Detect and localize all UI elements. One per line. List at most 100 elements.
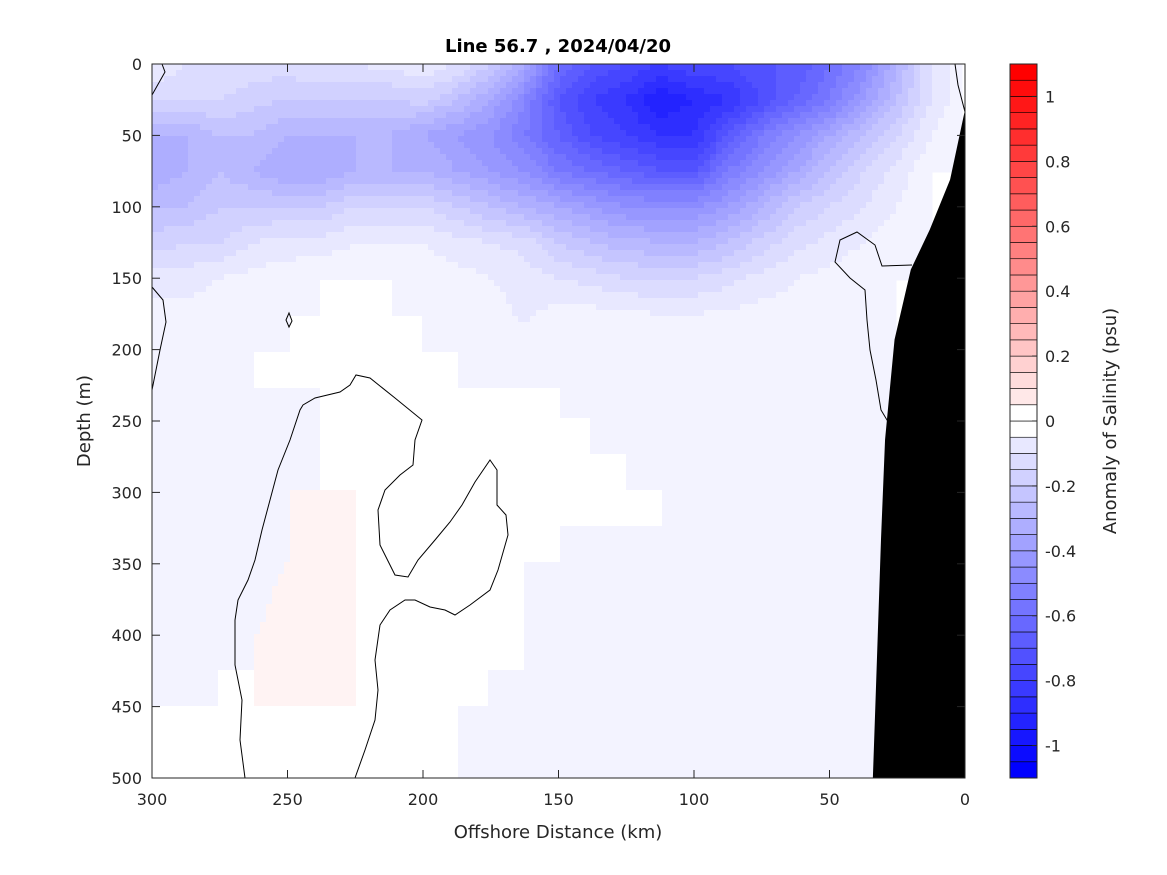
colorbar-label: Anomaly of Salinity (psu) (1100, 308, 1121, 534)
contour-cell (524, 628, 897, 635)
contour-cell (470, 184, 501, 191)
contour-cell (392, 148, 441, 155)
contour-cell (194, 262, 267, 269)
contour-cell (218, 688, 255, 695)
contour-cell (800, 148, 813, 155)
contour-cell (488, 688, 897, 695)
contour-cell (908, 184, 933, 191)
contour-cell (740, 142, 759, 149)
contour-cell (152, 544, 291, 551)
contour-cell (560, 556, 897, 563)
contour-cell (536, 196, 561, 203)
contour-cell (842, 154, 861, 161)
contour-cell (722, 136, 735, 143)
contour-cell (848, 112, 861, 119)
contour-cell (746, 274, 801, 281)
contour-cell (152, 334, 291, 341)
x-tick-label: 100 (679, 790, 710, 809)
contour-cell (152, 556, 291, 563)
contour-cell (458, 718, 897, 725)
contour-cell (836, 76, 855, 83)
colorbar-band (1009, 355, 1038, 373)
contour-cell (932, 76, 951, 83)
contour-cell (818, 88, 831, 95)
contour-cell (542, 76, 555, 83)
contour-cell (866, 76, 873, 83)
contour-cell (836, 160, 855, 167)
contour-cell (356, 580, 525, 587)
contour-cell (194, 196, 345, 203)
x-tick-label: 250 (272, 790, 303, 809)
contour-cell (740, 160, 753, 167)
contour-cell (722, 184, 741, 191)
contour-cell (152, 124, 201, 131)
contour-cell (590, 214, 627, 221)
contour-cell (542, 166, 555, 173)
contour-cell (152, 148, 189, 155)
contour-cell (794, 106, 813, 113)
contour-cell (356, 676, 489, 683)
contour-cell (632, 106, 651, 113)
contour-cell (152, 280, 213, 287)
contour-cell (212, 178, 231, 185)
contour-cell (530, 262, 573, 269)
contour-cell (740, 100, 759, 107)
contour-cell (770, 142, 789, 149)
contour-cell (830, 106, 843, 113)
contour-cell (716, 130, 729, 137)
contour-cell (500, 196, 537, 203)
contour-cell (854, 70, 867, 77)
contour-cell (356, 532, 561, 539)
contour-cell (152, 562, 285, 569)
contour-cell (488, 670, 897, 677)
contour-cell (152, 448, 321, 455)
contour-cell (578, 94, 597, 101)
contour-cell (512, 130, 525, 137)
contour-cell (638, 148, 705, 155)
contour-cell (698, 154, 711, 161)
colorbar-tick-label: 1 (1045, 87, 1055, 106)
contour-cell (524, 622, 897, 629)
contour-cell (524, 652, 897, 659)
contour-cell (152, 322, 291, 329)
contour-cell (590, 226, 645, 233)
contour-cell (872, 124, 891, 131)
contour-cell (884, 76, 897, 83)
contour-cell (830, 64, 843, 71)
contour-cell (152, 328, 291, 335)
contour-cell (254, 364, 459, 371)
contour-cell (152, 688, 219, 695)
contour-cell (248, 184, 345, 191)
contour-cell (554, 118, 567, 125)
contour-cell (476, 70, 495, 77)
contour-cell (458, 364, 897, 371)
contour-cell (470, 76, 489, 83)
contour-cell (848, 166, 867, 173)
contour-cell (458, 352, 897, 359)
contour-cell (434, 226, 483, 233)
contour-cell (542, 124, 555, 131)
contour-cell (152, 190, 201, 197)
contour-cell (356, 598, 525, 605)
contour-cell (590, 442, 897, 449)
contour-cell (932, 88, 951, 95)
contour-cell (824, 76, 837, 83)
contour-cell (932, 64, 951, 71)
contour-cell (356, 526, 561, 533)
contour-cell (758, 88, 777, 95)
contour-cell (356, 682, 489, 689)
contour-cell (542, 148, 555, 155)
contour-cell (902, 124, 921, 131)
colorbar-tick-label: 0.2 (1045, 347, 1070, 366)
contour-cell (728, 238, 753, 245)
contour-cell (290, 340, 423, 347)
contour-cell (530, 136, 543, 143)
colorbar-band (1009, 745, 1038, 763)
contour-cell (584, 166, 621, 173)
contour-cell (470, 88, 489, 95)
contour-cell (548, 250, 585, 257)
contour-cell (842, 106, 855, 113)
contour-cell (152, 244, 177, 251)
contour-cell (878, 154, 903, 161)
contour-cell (734, 64, 777, 71)
